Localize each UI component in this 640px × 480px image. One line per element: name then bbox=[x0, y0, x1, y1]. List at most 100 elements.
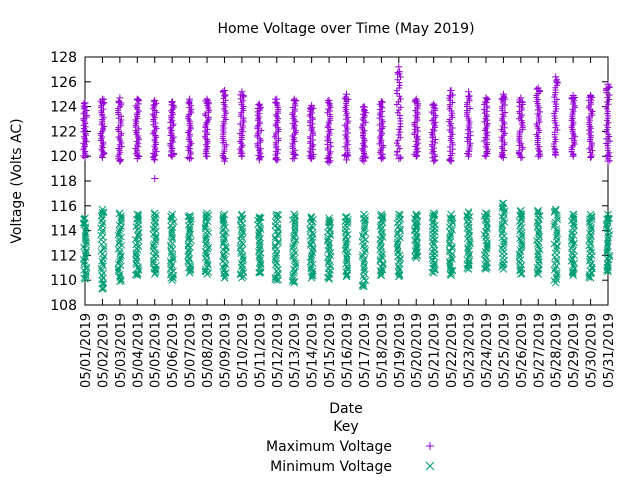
day-low-point bbox=[569, 271, 577, 280]
day-high-point bbox=[517, 94, 525, 102]
day-high-point bbox=[499, 199, 508, 208]
day-high-point bbox=[586, 210, 595, 219]
day-readings-min bbox=[463, 209, 474, 272]
day-readings-min bbox=[149, 210, 160, 277]
day-readings-max bbox=[359, 104, 369, 164]
day-low-point bbox=[255, 268, 264, 277]
day-low-point bbox=[220, 273, 229, 282]
day-high-point bbox=[430, 100, 438, 108]
day-high-point bbox=[220, 86, 228, 94]
x-tick-label: 05/28/2019 bbox=[550, 313, 565, 388]
day-high-point bbox=[133, 210, 142, 219]
y-tick-label: 126 bbox=[50, 75, 77, 91]
day-low-point bbox=[238, 152, 246, 160]
day-high-point bbox=[238, 88, 246, 96]
day-high-point bbox=[325, 96, 333, 104]
day-low-point bbox=[133, 155, 141, 163]
day-low-point bbox=[587, 153, 595, 161]
x-tick-label: 05/17/2019 bbox=[358, 313, 373, 388]
x-tick-label: 05/14/2019 bbox=[306, 313, 321, 388]
day-readings-max bbox=[428, 102, 439, 164]
day-high-point bbox=[168, 210, 177, 219]
day-low-point bbox=[395, 155, 403, 163]
day-readings-min bbox=[358, 213, 370, 290]
day-high-point bbox=[499, 90, 507, 98]
day-low-point bbox=[308, 155, 316, 163]
day-high-point bbox=[116, 209, 124, 218]
day-low-point bbox=[238, 273, 246, 282]
day-high-point bbox=[569, 91, 577, 99]
day-high-point bbox=[604, 210, 612, 219]
legend-marker-cross bbox=[425, 461, 435, 471]
x-tick-label: 05/12/2019 bbox=[271, 313, 286, 388]
legend-label: Minimum Voltage bbox=[270, 459, 392, 475]
day-high-point bbox=[604, 80, 612, 88]
day-readings-max bbox=[393, 68, 404, 162]
x-tick-label: 05/23/2019 bbox=[463, 313, 478, 388]
day-low-point bbox=[586, 273, 595, 282]
day-low-point bbox=[168, 152, 176, 160]
day-high-point bbox=[534, 206, 543, 215]
day-low-point bbox=[377, 271, 386, 280]
day-readings-min bbox=[184, 213, 195, 275]
day-high-point bbox=[447, 210, 455, 219]
day-high-point bbox=[447, 86, 455, 94]
day-high-point bbox=[151, 96, 159, 104]
day-low-point bbox=[325, 275, 333, 283]
x-tick-label: 05/13/2019 bbox=[288, 313, 303, 388]
day-low-point bbox=[517, 153, 525, 161]
day-low-point bbox=[81, 275, 89, 283]
day-high-point bbox=[412, 95, 420, 103]
day-readings-max bbox=[341, 93, 352, 160]
x-tick-label: 05/22/2019 bbox=[445, 313, 460, 388]
x-tick-label: 05/09/2019 bbox=[218, 313, 233, 388]
day-low-point bbox=[168, 276, 177, 285]
day-high-point bbox=[551, 205, 560, 214]
day-readings-min bbox=[288, 211, 300, 286]
x-tick-label: 05/25/2019 bbox=[497, 313, 512, 388]
day-high-point bbox=[98, 95, 106, 103]
day-readings-max bbox=[568, 94, 579, 158]
day-low-point bbox=[185, 268, 194, 277]
day-high-point bbox=[185, 211, 194, 220]
day-low-point bbox=[150, 270, 159, 278]
y-tick-label: 118 bbox=[50, 174, 77, 190]
day-readings-max bbox=[132, 96, 143, 160]
x-tick-label: 05/10/2019 bbox=[236, 313, 251, 388]
day-readings-min bbox=[271, 211, 283, 284]
x-tick-label: 05/20/2019 bbox=[410, 313, 425, 388]
day-low-point bbox=[360, 282, 368, 291]
day-readings-min bbox=[410, 211, 422, 260]
x-tick-label: 05/15/2019 bbox=[323, 313, 338, 388]
day-low-point bbox=[569, 152, 577, 160]
plot-area: 108 110 112 114 116 118 120 122 124 126 128 05/01/2… bbox=[50, 50, 617, 388]
day-low-point bbox=[360, 157, 368, 165]
day-low-point bbox=[116, 277, 124, 286]
y-tick-label: 112 bbox=[50, 248, 77, 264]
day-low-point bbox=[534, 152, 542, 160]
day-low-point bbox=[273, 156, 281, 164]
day-high-point bbox=[255, 213, 264, 221]
day-readings-max bbox=[585, 93, 596, 160]
day-low-point bbox=[412, 152, 420, 160]
day-readings-max bbox=[254, 101, 265, 162]
day-high-point bbox=[220, 210, 229, 219]
day-high-point bbox=[360, 210, 368, 219]
day-low-point bbox=[133, 271, 142, 280]
day-readings-min bbox=[515, 207, 526, 277]
day-low-point bbox=[534, 270, 543, 278]
x-tick-label: 05/30/2019 bbox=[585, 313, 600, 388]
day-high-point bbox=[203, 209, 211, 218]
day-low-point bbox=[447, 157, 455, 165]
day-low-point bbox=[325, 158, 333, 166]
day-readings-max bbox=[533, 86, 544, 160]
day-high-point bbox=[482, 94, 490, 102]
day-high-point bbox=[394, 210, 403, 219]
day-readings-min bbox=[236, 211, 248, 281]
day-low-point bbox=[98, 153, 106, 161]
x-tick-label: 05/03/2019 bbox=[114, 313, 129, 388]
day-low-point bbox=[499, 153, 507, 161]
y-tick-label: 122 bbox=[50, 124, 77, 140]
day-readings-max bbox=[289, 97, 300, 162]
